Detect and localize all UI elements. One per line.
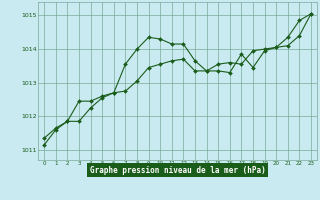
X-axis label: Graphe pression niveau de la mer (hPa): Graphe pression niveau de la mer (hPa) bbox=[90, 166, 266, 175]
